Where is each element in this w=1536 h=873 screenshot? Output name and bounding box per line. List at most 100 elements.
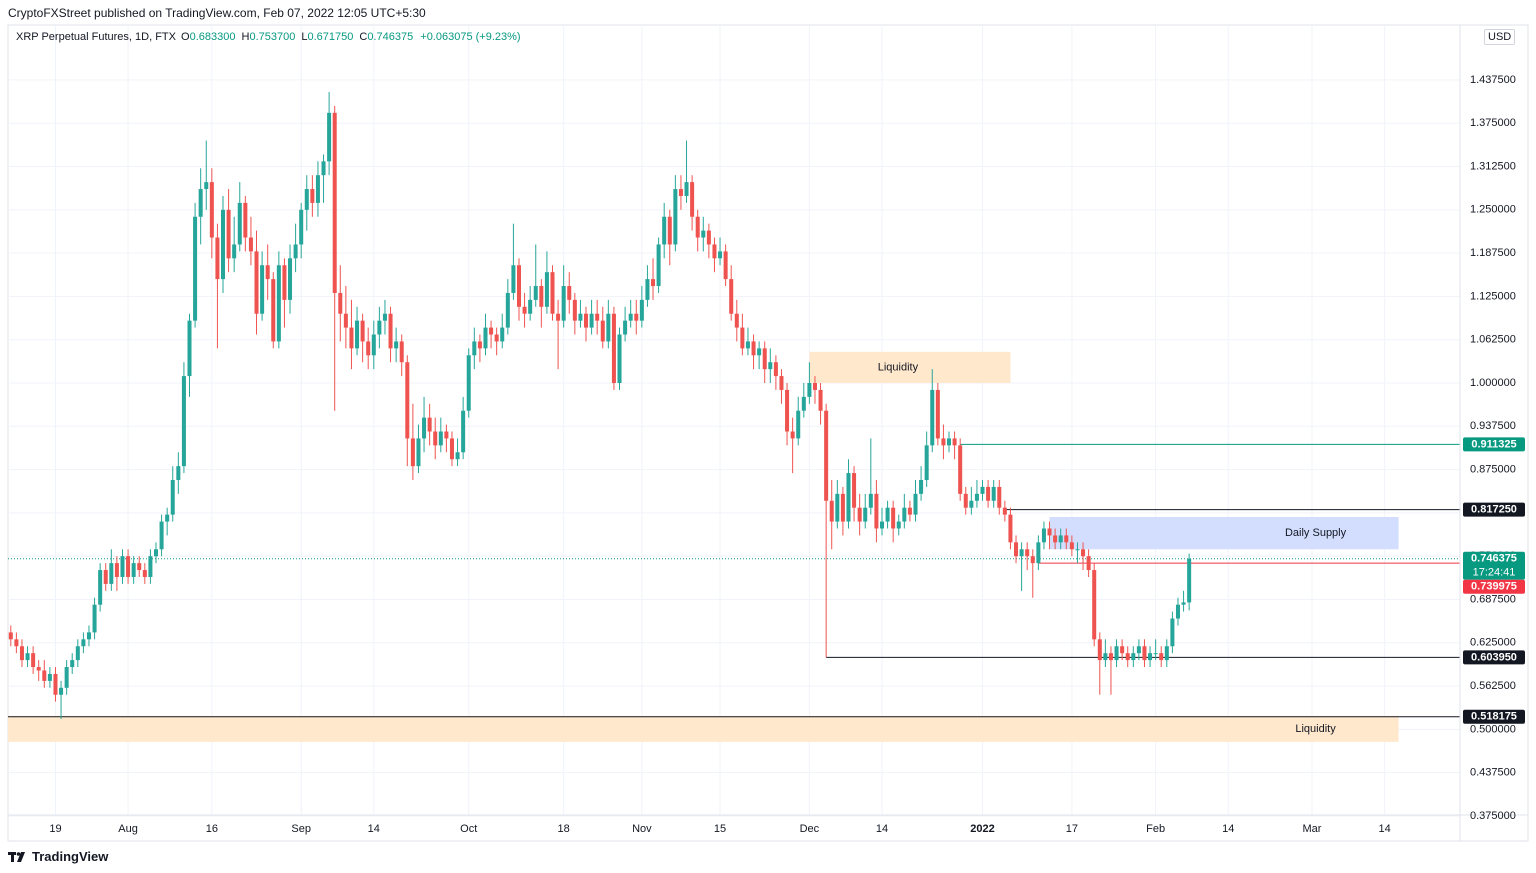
candle-body (718, 251, 723, 259)
candle-body (1041, 528, 1046, 543)
candle-body (126, 556, 131, 577)
candle-body (623, 320, 628, 335)
candle-body (885, 507, 890, 522)
candle-body (595, 313, 600, 321)
zone (8, 715, 1399, 742)
candle-body (567, 286, 572, 300)
candle-body (232, 244, 237, 259)
candle-body (170, 479, 175, 515)
candle-body (181, 376, 186, 467)
level-tag (1463, 579, 1525, 594)
countdown-label: 17:24:41 (1473, 567, 1516, 579)
candle-body (745, 341, 750, 349)
candle-body (1125, 653, 1130, 661)
candle-body (153, 549, 159, 557)
candle-body (857, 507, 862, 522)
y-tick-label: 0.875000 (1470, 464, 1516, 476)
candle-body (332, 112, 337, 293)
candle-body (92, 604, 97, 633)
candle-body (148, 556, 153, 577)
price-tags: 0.911325 0.817250 0.746375 17:24:41 0.739975… (1463, 437, 1525, 724)
candle-body (355, 320, 360, 349)
candle-body (751, 341, 756, 356)
candle-body (656, 244, 661, 287)
candle-body (1164, 646, 1169, 661)
candle-body (315, 175, 320, 203)
candle-body (628, 313, 633, 321)
candle-body (729, 279, 734, 314)
candle-body (98, 570, 103, 605)
candle-body (444, 431, 449, 439)
grid (8, 25, 1460, 817)
candle-body (1002, 507, 1007, 515)
candle-body (461, 410, 466, 453)
candle-body (433, 431, 438, 446)
candle-body (47, 673, 52, 681)
candle-body (829, 500, 834, 522)
candle-body (237, 202, 242, 245)
candle-body (70, 660, 75, 668)
field-key: L (301, 31, 308, 43)
candle-body (8, 632, 13, 640)
x-tick-label: 16 (206, 823, 218, 835)
candle-body (1175, 604, 1180, 619)
candle-body (176, 466, 181, 480)
candle-body (544, 272, 549, 307)
candle-body (1030, 556, 1035, 564)
candle-body (204, 182, 209, 190)
candle-body (1081, 549, 1086, 557)
y-tick-label: 1.312500 (1470, 160, 1516, 172)
candle-body (31, 653, 36, 668)
candle-body (288, 258, 293, 300)
candle-body (137, 563, 142, 571)
candle-body (785, 389, 790, 432)
candle-body (1159, 653, 1164, 661)
candle-body (248, 237, 253, 252)
candle-body (81, 639, 86, 647)
candle-body (220, 209, 226, 280)
candle-body (1047, 528, 1052, 536)
candle-body (712, 244, 717, 259)
candle-body (42, 670, 47, 681)
x-tick-label: 14 (876, 823, 888, 835)
candle-body (1025, 549, 1030, 557)
candle-body (762, 348, 767, 370)
zone (1049, 516, 1399, 550)
candle-body (662, 216, 667, 245)
currency[interactable]: USD (1484, 29, 1516, 45)
candle-body (131, 563, 136, 577)
candle-body (310, 189, 315, 203)
candle-body (958, 445, 963, 494)
brand: TradingView (8, 849, 108, 864)
candle-body (617, 334, 622, 384)
candle-body (19, 646, 24, 661)
candle-body (1187, 558, 1192, 603)
level-tag (1463, 437, 1525, 452)
candle-body (963, 493, 968, 508)
candle-body (941, 438, 946, 446)
candle-body (1114, 646, 1119, 661)
candle-body (757, 348, 762, 356)
candle-body (299, 209, 304, 245)
candle-body (980, 486, 985, 494)
candle-body (511, 265, 516, 293)
candle-body (343, 313, 348, 328)
candle-body (1097, 639, 1102, 661)
zone (809, 351, 1011, 384)
candle-body (1086, 556, 1091, 571)
y-tick-label: 1.250000 (1470, 204, 1516, 216)
candle-body (779, 376, 784, 390)
candle-body (187, 320, 192, 377)
candle-body (930, 389, 935, 446)
candle-body (59, 687, 64, 695)
candle-body (706, 230, 711, 245)
candle-body (371, 334, 376, 356)
candle-body (902, 507, 907, 522)
candle-body (516, 265, 522, 307)
candle-body (159, 521, 164, 550)
y-tick-label: 0.625000 (1470, 637, 1516, 649)
candle-body (572, 299, 577, 321)
candle-body (254, 251, 259, 314)
candle-body (651, 279, 656, 287)
